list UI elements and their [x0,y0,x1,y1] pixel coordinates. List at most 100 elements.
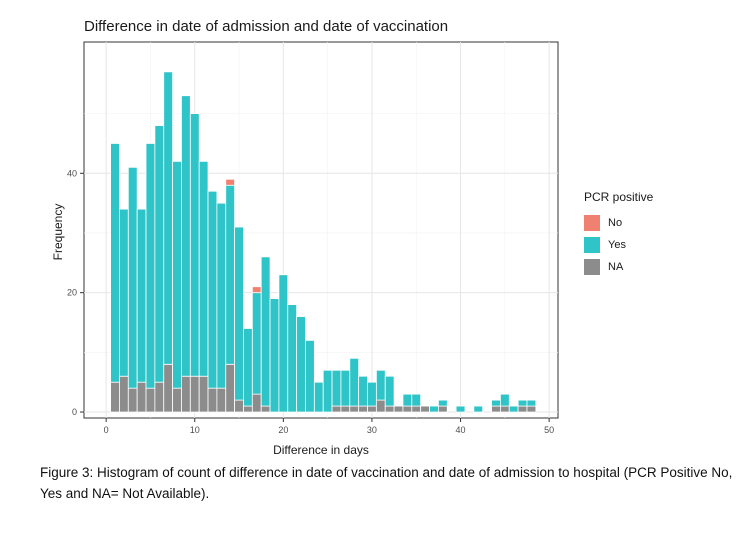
bar-yes-17 [251,292,262,395]
bar-yes-31 [375,369,386,401]
bar-na-48 [526,405,537,413]
legend-item-na: NA [584,256,653,278]
y-tick-label: 40 [67,168,77,178]
y-tick-label: 0 [72,407,77,417]
bar-yes-14 [225,184,236,365]
bar-no-14 [225,178,236,186]
bar-na-32 [384,405,395,413]
bar-na-1 [110,381,120,413]
histogram-chart: 0 10 20 30 40 50 0 20 40 Difference in days Freq… [51,41,559,457]
bar-yes-16 [243,328,253,407]
bar-yes-11 [198,160,209,377]
bar-na-2 [119,375,129,413]
bar-yes-32 [384,375,395,407]
bar-yes-5 [145,143,156,389]
bar-yes-30 [367,381,377,407]
bar-yes-13 [216,202,227,389]
x-tick-label: 0 [104,425,109,435]
bar-na-31 [375,399,386,413]
bar-yes-38 [437,399,448,407]
legend-label-yes: Yes [608,239,626,251]
bar-yes-34 [402,393,413,407]
x-tick-label: 30 [367,425,377,435]
bar-na-5 [145,387,156,413]
axis-layer: 0 10 20 30 40 50 0 20 40 [67,168,554,435]
legend: PCR positive No Yes NA [584,190,653,278]
bar-na-12 [207,387,218,413]
bar-yes-10 [189,113,200,377]
bar-yes-44 [491,399,501,407]
bar-na-4 [136,381,147,413]
bar-na-30 [367,405,377,413]
bar-na-11 [198,375,209,413]
bar-na-3 [127,387,138,413]
bar-no-17 [251,286,262,294]
bar-na-18 [260,405,271,413]
y-axis-label: Frequency [51,204,65,261]
legend-item-yes: Yes [584,234,653,256]
chart-title: Difference in date of admission and date… [84,18,449,35]
bar-yes-25 [322,369,333,413]
bar-yes-20 [278,274,289,413]
bar-yes-7 [163,71,173,365]
bar-yes-24 [313,381,324,413]
bar-yes-1 [110,143,120,383]
bar-yes-19 [269,298,280,413]
x-tick-label: 50 [544,425,554,435]
bar-yes-22 [296,316,306,413]
bar-yes-45 [500,393,510,407]
bar-yes-12 [207,190,218,389]
bar-na-15 [234,399,244,413]
legend-item-no: No [584,212,653,234]
bar-na-13 [216,387,227,413]
bar-na-14 [225,363,236,413]
bar-na-33 [393,405,404,413]
bar-na-35 [411,405,422,413]
bar-na-45 [500,405,510,413]
bar-yes-26 [331,369,342,407]
bar-yes-21 [287,304,298,413]
bar-yes-27 [340,369,351,407]
bar-na-8 [172,387,182,413]
legend-label-na: NA [608,261,624,273]
legend-label-no: No [608,217,623,229]
bar-na-47 [517,405,528,413]
bar-na-10 [189,375,200,413]
bar-na-44 [491,405,501,413]
bar-na-29 [358,405,368,413]
bar-na-27 [340,405,351,413]
bar-yes-15 [234,226,244,401]
bar-yes-46 [508,405,519,413]
bar-na-17 [251,393,262,413]
bar-yes-37 [429,405,439,413]
bar-yes-28 [349,357,360,407]
bar-yes-47 [517,399,528,407]
bar-yes-3 [127,166,138,389]
bar-yes-29 [358,375,368,407]
bar-yes-35 [411,393,422,407]
x-tick-label: 20 [278,425,288,435]
bar-yes-6 [154,125,165,383]
legend-title: PCR positive [584,190,654,204]
bar-na-34 [402,405,413,413]
x-axis-label: Difference in days [273,443,369,457]
legend-key-yes [584,237,600,253]
figure-caption: Figure 3: Histogram of count of differen… [40,465,733,501]
legend-key-no [584,215,600,231]
x-tick-label: 40 [456,425,466,435]
bar-yes-2 [119,208,129,377]
bar-yes-48 [526,399,537,407]
bar-na-26 [331,405,342,413]
bar-yes-8 [172,160,182,389]
bar-na-28 [349,405,360,413]
bar-na-16 [243,405,253,413]
x-tick-label: 10 [190,425,200,435]
bar-na-36 [420,405,430,413]
bar-na-6 [154,381,165,413]
bar-yes-23 [305,340,315,413]
bar-na-38 [437,405,448,413]
bar-yes-42 [473,405,484,413]
bar-yes-40 [455,405,466,413]
bar-yes-4 [136,208,147,383]
bar-yes-18 [260,256,271,407]
